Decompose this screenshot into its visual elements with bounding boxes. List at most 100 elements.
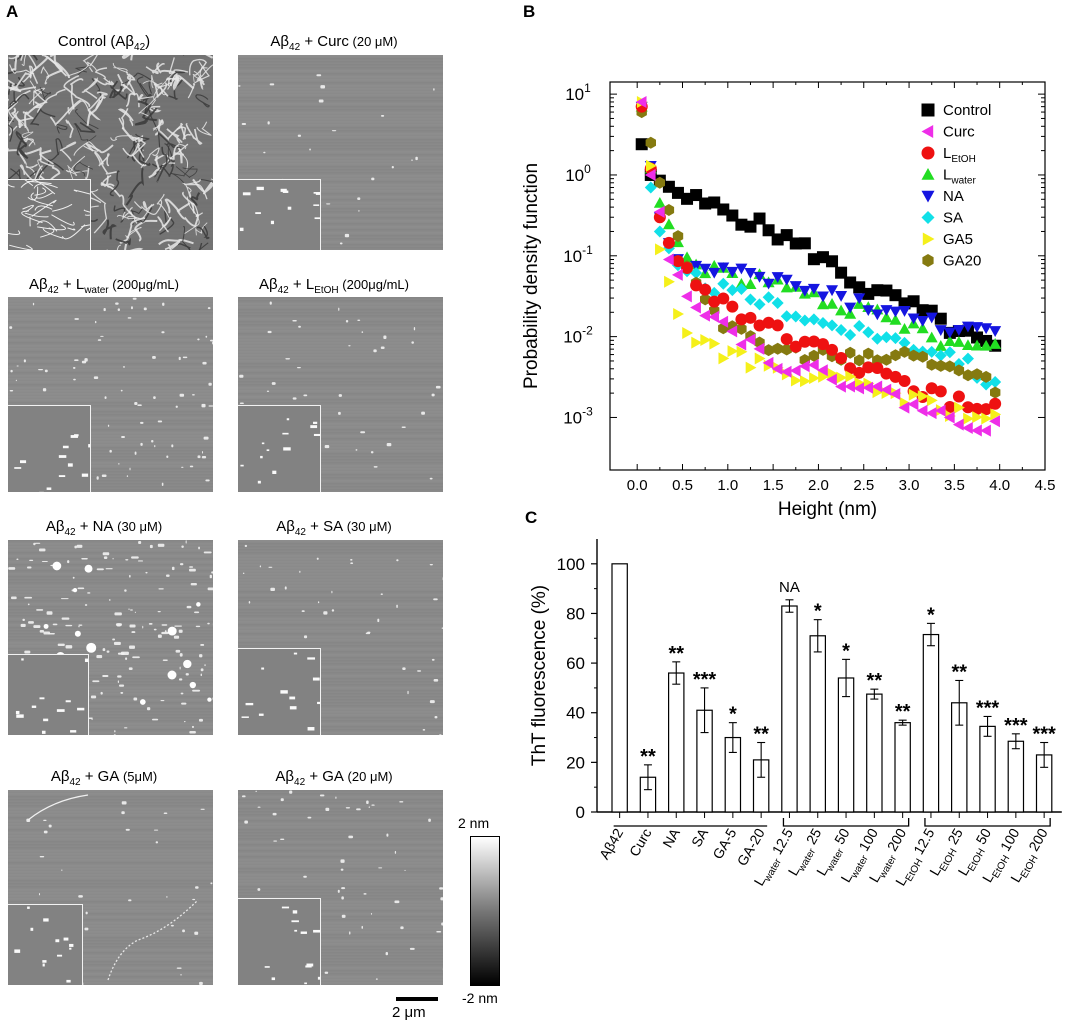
data-point [981, 412, 993, 425]
afm-zoom-inset [8, 904, 83, 985]
data-point [862, 326, 875, 339]
data-point [780, 310, 793, 323]
data-point [744, 333, 756, 346]
data-point [781, 343, 792, 356]
data-point [980, 339, 993, 351]
bar [866, 693, 883, 813]
data-point [980, 370, 992, 383]
data-point [908, 349, 919, 362]
data-point [635, 95, 647, 108]
data-point [889, 332, 902, 345]
afm-zoom-inset [238, 898, 321, 985]
y-tick-label: 20 [566, 753, 585, 772]
legend-entry: Control [943, 102, 991, 119]
data-point [763, 344, 774, 357]
data-point [753, 319, 766, 332]
data-point [921, 125, 934, 138]
data-point [934, 385, 947, 398]
data-point [971, 322, 984, 333]
data-point [907, 398, 919, 411]
data-point [989, 338, 1002, 349]
data-point [934, 340, 947, 351]
data-point [963, 412, 974, 425]
legend-entry: Lwater [943, 167, 976, 187]
data-point [871, 309, 884, 321]
data-point [681, 251, 694, 263]
data-point [889, 289, 902, 302]
data-point [771, 319, 784, 332]
data-point [771, 233, 784, 246]
data-point [691, 336, 703, 349]
data-point [798, 314, 811, 327]
data-point [780, 333, 793, 346]
data-point [835, 266, 848, 279]
data-point [980, 403, 993, 416]
data-point [922, 254, 934, 267]
data-point [980, 323, 993, 335]
data-point [972, 411, 984, 424]
legend-entry: SA [943, 210, 963, 227]
data-point [889, 306, 902, 318]
data-point [899, 345, 910, 358]
data-point [916, 304, 929, 317]
data-point [921, 211, 935, 224]
data-point [898, 375, 911, 388]
data-point [735, 218, 748, 231]
data-point [921, 146, 935, 160]
data-point [690, 301, 701, 314]
data-point [926, 394, 938, 407]
data-point [953, 364, 965, 377]
x-tick-label: 4.0 [989, 477, 1010, 494]
data-point [916, 316, 929, 327]
afm-panel-title: Aβ42 + Curc (20 μM) [270, 33, 398, 53]
significance-label: ** [753, 724, 769, 746]
data-point [644, 181, 657, 194]
data-point [980, 378, 993, 391]
data-point [971, 339, 984, 351]
data-point [890, 349, 901, 362]
data-point [717, 292, 730, 305]
data-point [826, 255, 839, 268]
significance-label: ** [668, 643, 684, 665]
data-point [699, 309, 710, 322]
data-point [889, 370, 902, 383]
data-point [671, 255, 684, 268]
data-point [682, 326, 694, 339]
data-point [736, 322, 747, 335]
data-point [871, 332, 884, 345]
data-point [845, 370, 857, 383]
data-point [699, 283, 712, 296]
afm-zoom-inset [8, 179, 91, 250]
afm-panel-title: Aβ42 + GA (20 μM) [275, 768, 393, 788]
data-point [880, 331, 893, 344]
data-point [807, 335, 820, 348]
data-point [700, 293, 711, 306]
significance-label: *** [976, 697, 1000, 719]
data-point [762, 224, 775, 237]
data-point [871, 362, 884, 375]
bar [611, 563, 628, 813]
x-tick-label: 3.5 [944, 477, 965, 494]
afm-panel-title: Control (Aβ42) [57, 33, 151, 53]
scale-bar-label: 2 μm [392, 1004, 426, 1021]
data-point [853, 382, 865, 395]
data-point [952, 390, 965, 403]
bar [922, 633, 940, 813]
significance-label: *** [1004, 715, 1028, 737]
legend-entry: GA5 [943, 231, 973, 248]
significance-label: * [927, 604, 935, 626]
data-point [664, 275, 675, 288]
data-point [807, 253, 820, 266]
data-point [872, 386, 884, 399]
x-axis-label: Height (nm) [778, 499, 877, 520]
y-tick-label: 100 [565, 162, 591, 185]
data-point [653, 225, 666, 238]
data-point [690, 189, 703, 202]
data-point [907, 313, 920, 325]
data-point [934, 312, 947, 325]
data-point [943, 327, 956, 339]
data-point [880, 383, 892, 396]
data-point [871, 284, 884, 297]
data-point [961, 339, 974, 350]
data-point [845, 346, 856, 359]
